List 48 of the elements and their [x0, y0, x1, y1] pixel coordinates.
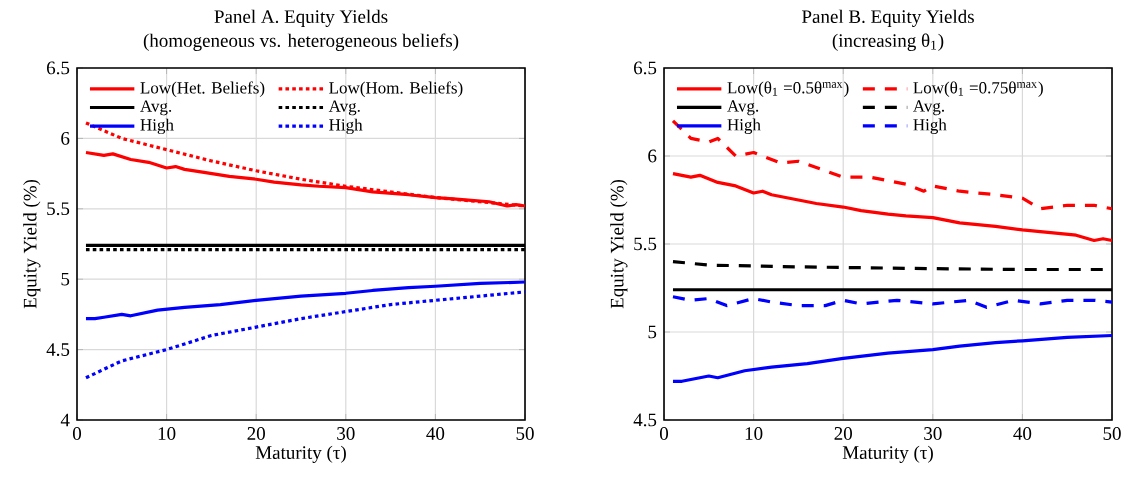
legend-label: High — [913, 118, 947, 135]
y-axis-title: Equity Yield (%) — [23, 179, 41, 309]
chart-title: Panel A. Equity Yields — [214, 9, 388, 27]
x-tick-label: 40 — [1013, 427, 1032, 440]
legend-label: Low(θ$_{1}$ =0.5θ$^{max}$) — [727, 81, 849, 97]
y-tick-label: 6.5 — [47, 61, 70, 75]
x-tick-label: 50 — [516, 427, 534, 440]
x-tick-label: 50 — [1103, 427, 1121, 440]
x-tick-label: 10 — [745, 427, 763, 440]
y-axis-title: Equity Yield (%) — [610, 179, 628, 309]
line-series — [671, 172, 1113, 243]
y-tick-label: 6 — [61, 132, 70, 145]
y-tick-label: 4 — [60, 413, 70, 427]
legend-label: Avg. — [913, 100, 944, 116]
x-tick-label: 20 — [834, 427, 852, 440]
x-tick-label: 0 — [659, 427, 669, 440]
x-axis-title: Maturity (τ) — [842, 445, 933, 463]
x-tick-label: 10 — [158, 427, 176, 440]
chart-subtitle: (increasing θ$_{1}$) — [832, 33, 944, 51]
y-tick-label: 5.5 — [47, 202, 70, 216]
legend-label: Low(Het. Beliefs) — [140, 81, 265, 98]
y-tick-label: 5 — [648, 325, 657, 339]
y-tick-label: 5 — [61, 272, 70, 286]
x-tick-label: 20 — [247, 427, 265, 440]
x-tick-label: 40 — [426, 427, 445, 440]
x-tick-label: 30 — [337, 427, 355, 440]
legend-label: Avg. — [328, 100, 360, 116]
chart-subtitle: (homogeneous vs. heterogeneous beliefs) — [143, 33, 459, 51]
line-series — [84, 280, 526, 321]
line-series — [671, 333, 1113, 383]
x-axis-title: Maturity (τ) — [255, 445, 346, 463]
y-tick-label: 4.5 — [633, 413, 657, 427]
legend-label: High — [329, 118, 363, 135]
y-tick-label: 6.5 — [634, 61, 657, 75]
legend-label: High — [727, 118, 761, 135]
x-tick-label: 0 — [72, 427, 82, 440]
x-tick-label: 30 — [924, 427, 942, 440]
legend-label: Avg. — [727, 100, 759, 116]
legend-label: Avg. — [140, 100, 172, 116]
line-series — [671, 295, 1113, 309]
y-tick-label: 5.5 — [634, 237, 657, 251]
legend-label: Low(θ$_{1}$ =0.75θ$^{max}$) — [913, 81, 1043, 97]
legend-label: High — [140, 118, 174, 135]
line-series — [671, 119, 1113, 211]
y-tick-label: 6 — [648, 149, 657, 163]
y-tick-label: 4.5 — [46, 343, 70, 356]
chart-title: Panel B. Equity Yields — [801, 9, 974, 27]
legend-label: Low(Hom. Beliefs) — [329, 81, 463, 98]
